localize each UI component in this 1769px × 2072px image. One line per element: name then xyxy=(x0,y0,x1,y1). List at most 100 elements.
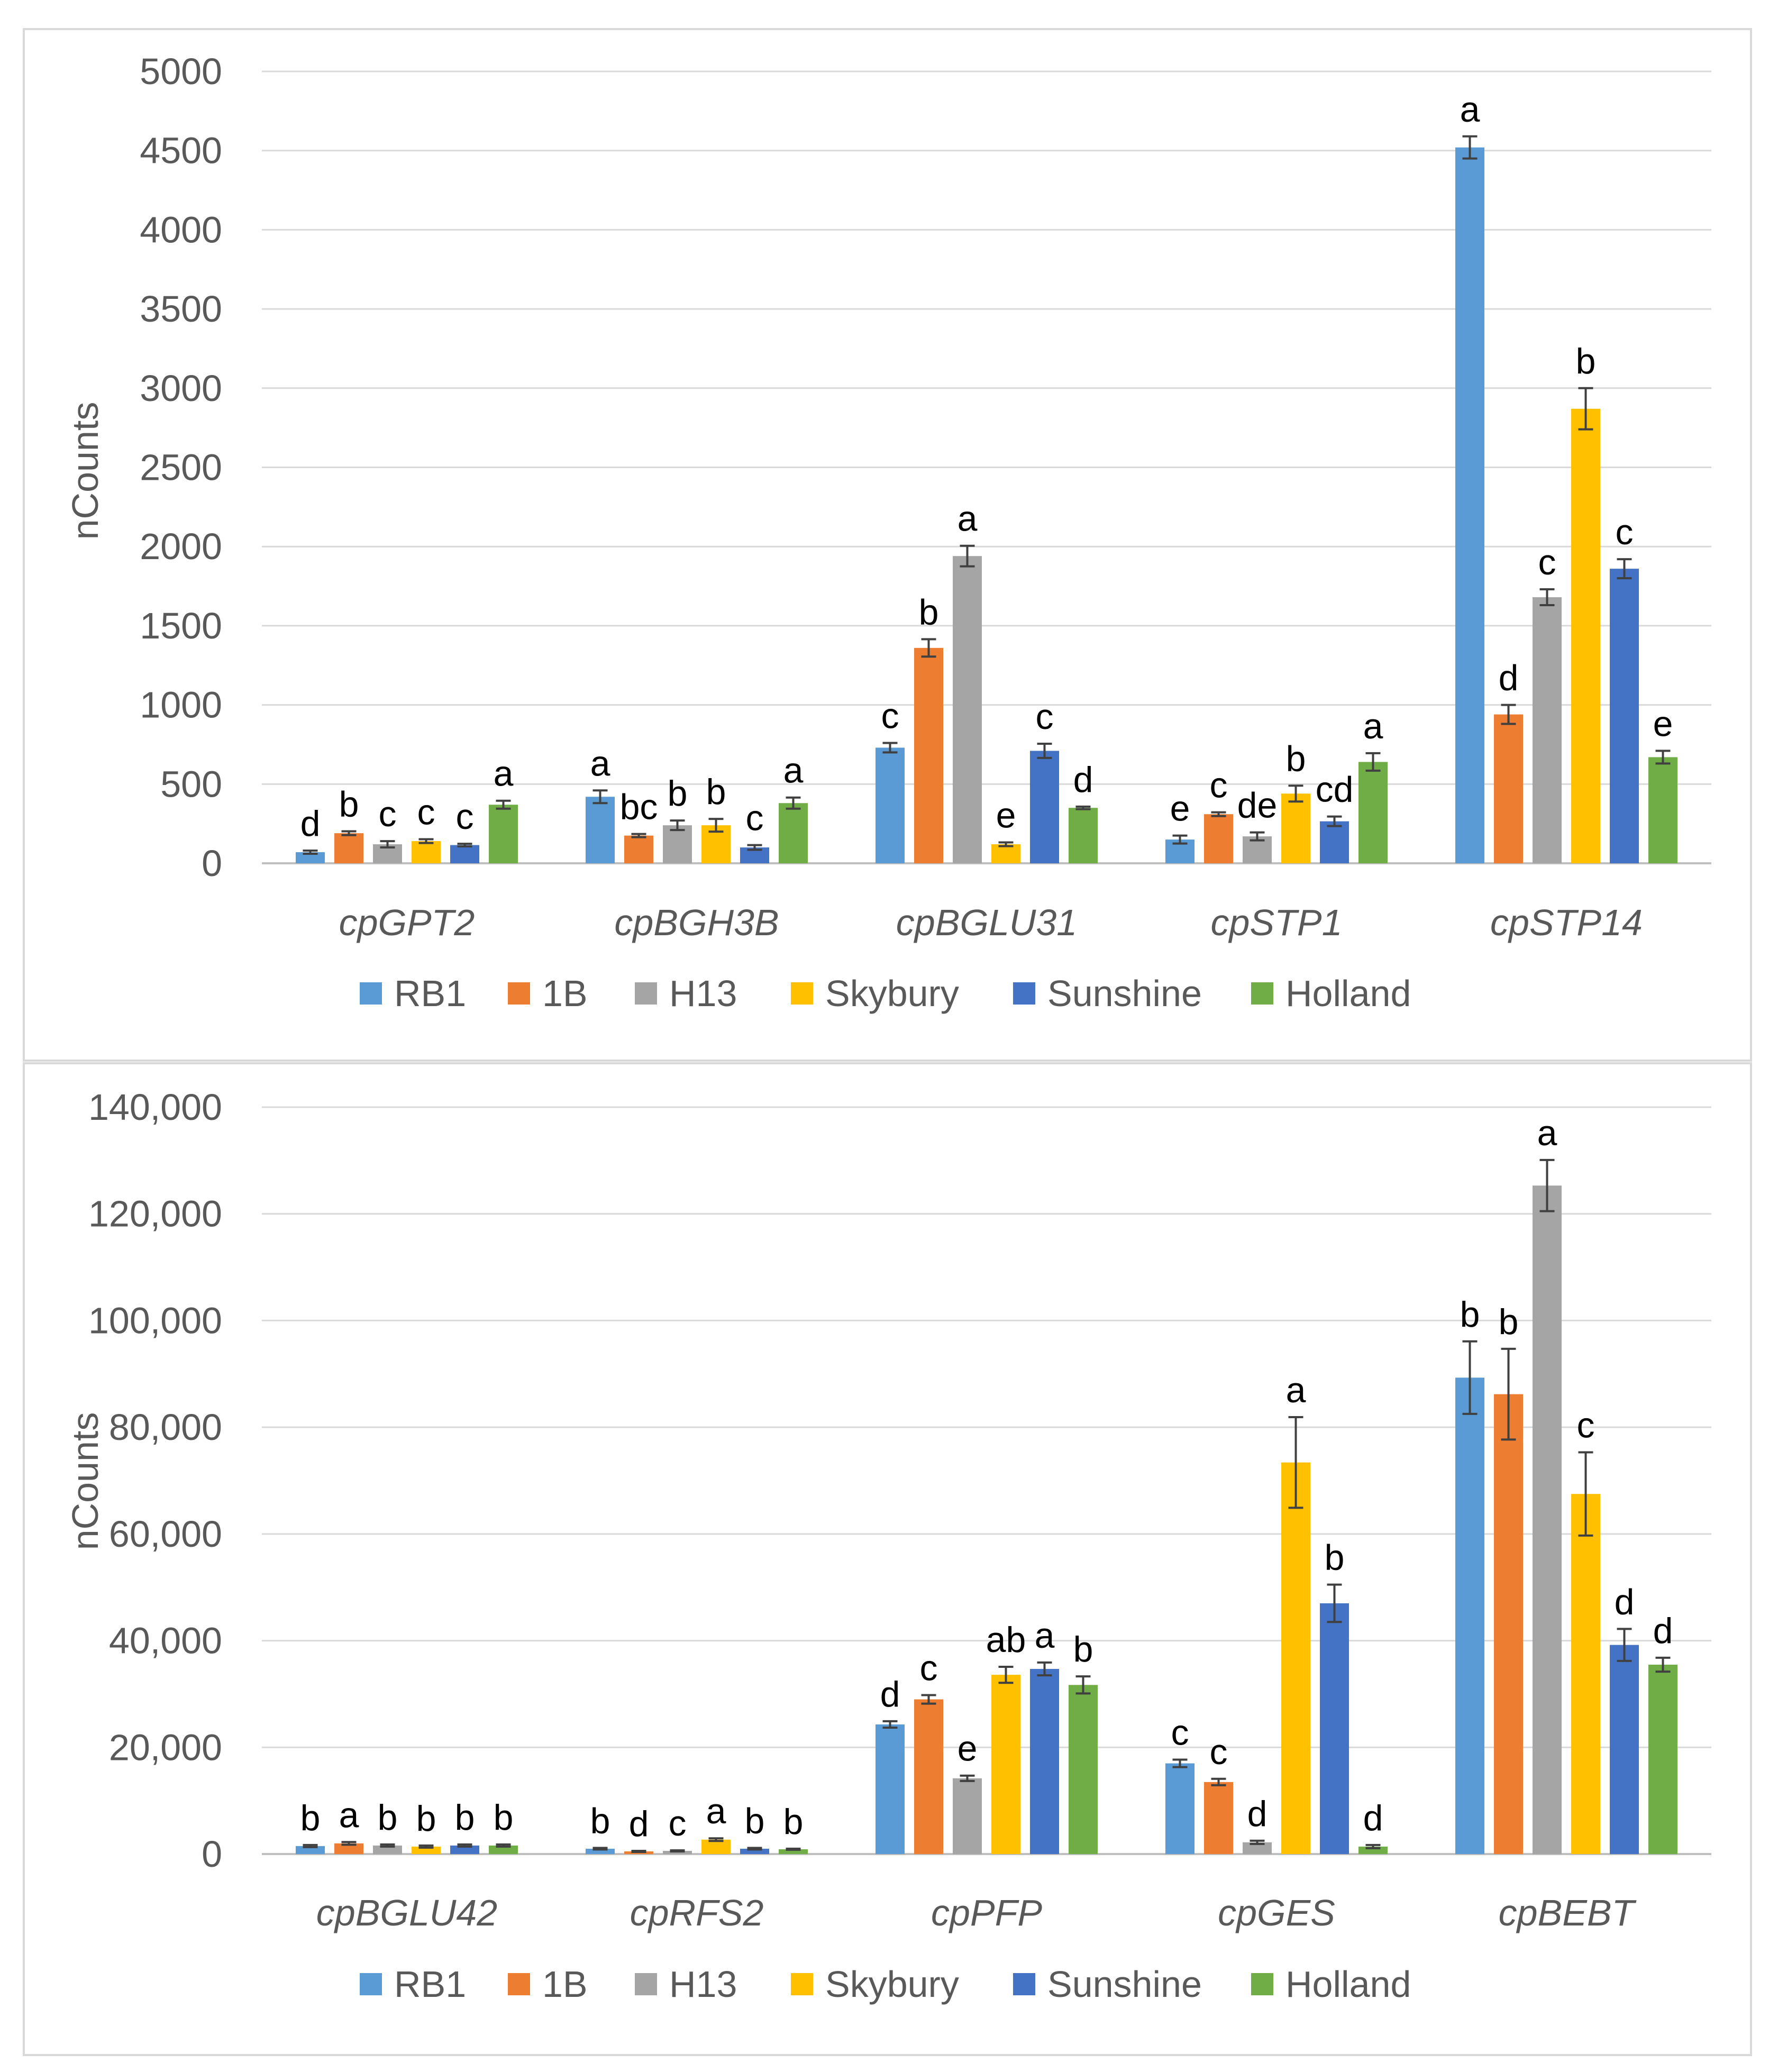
legend-swatch-Skybury xyxy=(791,982,813,1005)
significance-letter: c xyxy=(1616,512,1634,552)
y-tick-label: 500 xyxy=(160,763,222,805)
y-tick-label: 2000 xyxy=(140,526,222,567)
bar-Sunshine-cpGPT2 xyxy=(450,845,479,863)
bar-Skybury-cpBEBT xyxy=(1571,1494,1600,1854)
y-tick-label: 0 xyxy=(202,843,222,884)
significance-letter: a xyxy=(590,743,610,783)
y-tick-label: 2500 xyxy=(140,447,222,488)
bar-Holland-cpGPT2 xyxy=(489,805,518,863)
significance-letter: e xyxy=(958,1729,978,1769)
legend-swatch-Skybury xyxy=(791,1973,813,1995)
significance-letter: c xyxy=(669,1803,687,1843)
bar-Skybury-cpPFP xyxy=(991,1675,1020,1854)
significance-letter: ab xyxy=(986,1620,1026,1660)
legend-label-Skybury: Skybury xyxy=(825,973,959,1014)
y-axis-title: nCounts xyxy=(65,1412,106,1550)
bar-Skybury-cpSTP1 xyxy=(1281,793,1310,863)
bar-Sunshine-cpSTP1 xyxy=(1320,821,1349,863)
y-tick-label: 1500 xyxy=(140,605,222,646)
significance-letter: b xyxy=(919,592,939,632)
legend-swatch-RB1 xyxy=(360,1973,382,1995)
significance-letter: d xyxy=(1247,1794,1268,1834)
significance-letter: d xyxy=(1363,1798,1383,1838)
significance-letter: a xyxy=(783,751,804,791)
bar-1B-cpGPT2 xyxy=(334,833,363,863)
bar-H13-cpSTP14 xyxy=(1533,597,1562,863)
legend-swatch-H13 xyxy=(635,1973,657,1995)
significance-letter: c xyxy=(881,696,899,736)
legend-label-1B: 1B xyxy=(542,1964,588,2005)
bar-H13-cpBEBT xyxy=(1533,1185,1562,1854)
significance-letter: cd xyxy=(1316,770,1354,810)
y-tick-label: 4000 xyxy=(140,209,222,250)
significance-letter: b xyxy=(1499,1302,1519,1342)
bar-Sunshine-cpBGLU31 xyxy=(1030,751,1059,863)
bar-Holland-cpSTP14 xyxy=(1648,757,1677,863)
significance-letter: c xyxy=(1210,765,1228,806)
significance-letter: c xyxy=(1210,1732,1228,1772)
significance-letter: b xyxy=(783,1802,804,1842)
bar-1B-cpSTP14 xyxy=(1494,714,1523,863)
significance-letter: a xyxy=(1035,1615,1055,1656)
significance-letter: b xyxy=(706,772,726,812)
significance-letter: e xyxy=(1170,789,1190,829)
bar-Skybury-cpSTP14 xyxy=(1571,408,1600,863)
significance-letter: b xyxy=(1576,341,1596,381)
significance-letter: d xyxy=(1073,760,1093,800)
legend-swatch-1B xyxy=(508,982,530,1005)
y-tick-label: 1000 xyxy=(140,684,222,726)
category-label: cpRFS2 xyxy=(630,1892,764,1933)
bar-Skybury-cpBGLU31 xyxy=(991,844,1020,863)
significance-letter: c xyxy=(746,798,764,838)
significance-letter: c xyxy=(456,797,474,837)
significance-letter: b xyxy=(1460,1294,1480,1335)
significance-letter: a xyxy=(1537,1113,1557,1153)
bar-Skybury-cpGES xyxy=(1281,1462,1310,1854)
chart-frame xyxy=(23,28,1752,1062)
significance-letter: b xyxy=(455,1797,475,1838)
significance-letter: e xyxy=(1653,704,1673,744)
legend-label-Holland: Holland xyxy=(1285,973,1411,1014)
y-tick-label: 0 xyxy=(202,1833,222,1875)
significance-letter: b xyxy=(1286,738,1306,779)
bar-Sunshine-cpPFP xyxy=(1030,1669,1059,1854)
legend-swatch-Sunshine xyxy=(1013,982,1035,1005)
significance-letter: b xyxy=(1073,1629,1093,1669)
bar-RB1-cpBGLU31 xyxy=(876,747,905,863)
bar-Holland-cpBEBT xyxy=(1648,1664,1677,1854)
legend-swatch-H13 xyxy=(635,982,657,1005)
significance-letter: b xyxy=(745,1801,765,1841)
bar-Holland-cpBGH3B xyxy=(779,803,808,863)
category-label: cpGPT2 xyxy=(339,902,475,943)
significance-letter: a xyxy=(958,499,978,539)
bar-1B-cpSTP1 xyxy=(1204,814,1233,863)
y-tick-label: 60,000 xyxy=(109,1513,222,1555)
bar-RB1-cpBEBT xyxy=(1455,1377,1484,1854)
bar-1B-cpPFP xyxy=(914,1699,943,1854)
bar-1B-cpGES xyxy=(1204,1782,1233,1854)
category-label: cpSTP1 xyxy=(1211,902,1343,943)
bar-RB1-cpPFP xyxy=(876,1724,905,1854)
bar-Holland-cpRFS2 xyxy=(779,1849,808,1854)
significance-letter: d xyxy=(880,1674,900,1714)
significance-letter: c xyxy=(379,794,397,834)
bar-RB1-cpRFS2 xyxy=(586,1848,615,1854)
chart-frame xyxy=(23,1062,1752,2056)
significance-letter: bc xyxy=(620,787,658,827)
significance-letter: a xyxy=(1460,89,1480,130)
bar-Sunshine-cpRFS2 xyxy=(740,1848,769,1854)
bar-Sunshine-cpSTP14 xyxy=(1610,569,1639,863)
bar-H13-cpBGLU31 xyxy=(953,556,982,863)
significance-letter: e xyxy=(996,795,1016,835)
significance-letter: b xyxy=(300,1798,321,1838)
category-label: cpBGLU42 xyxy=(316,1892,497,1933)
significance-letter: d xyxy=(629,1804,649,1844)
significance-letter: b xyxy=(668,773,688,814)
legend-swatch-Holland xyxy=(1251,982,1273,1005)
legend-label-H13: H13 xyxy=(669,1964,737,2005)
significance-letter: b xyxy=(1325,1538,1345,1578)
significance-letter: d xyxy=(1653,1611,1673,1651)
bar-Holland-cpPFP xyxy=(1069,1685,1098,1854)
legend-label-Skybury: Skybury xyxy=(825,1964,959,2005)
